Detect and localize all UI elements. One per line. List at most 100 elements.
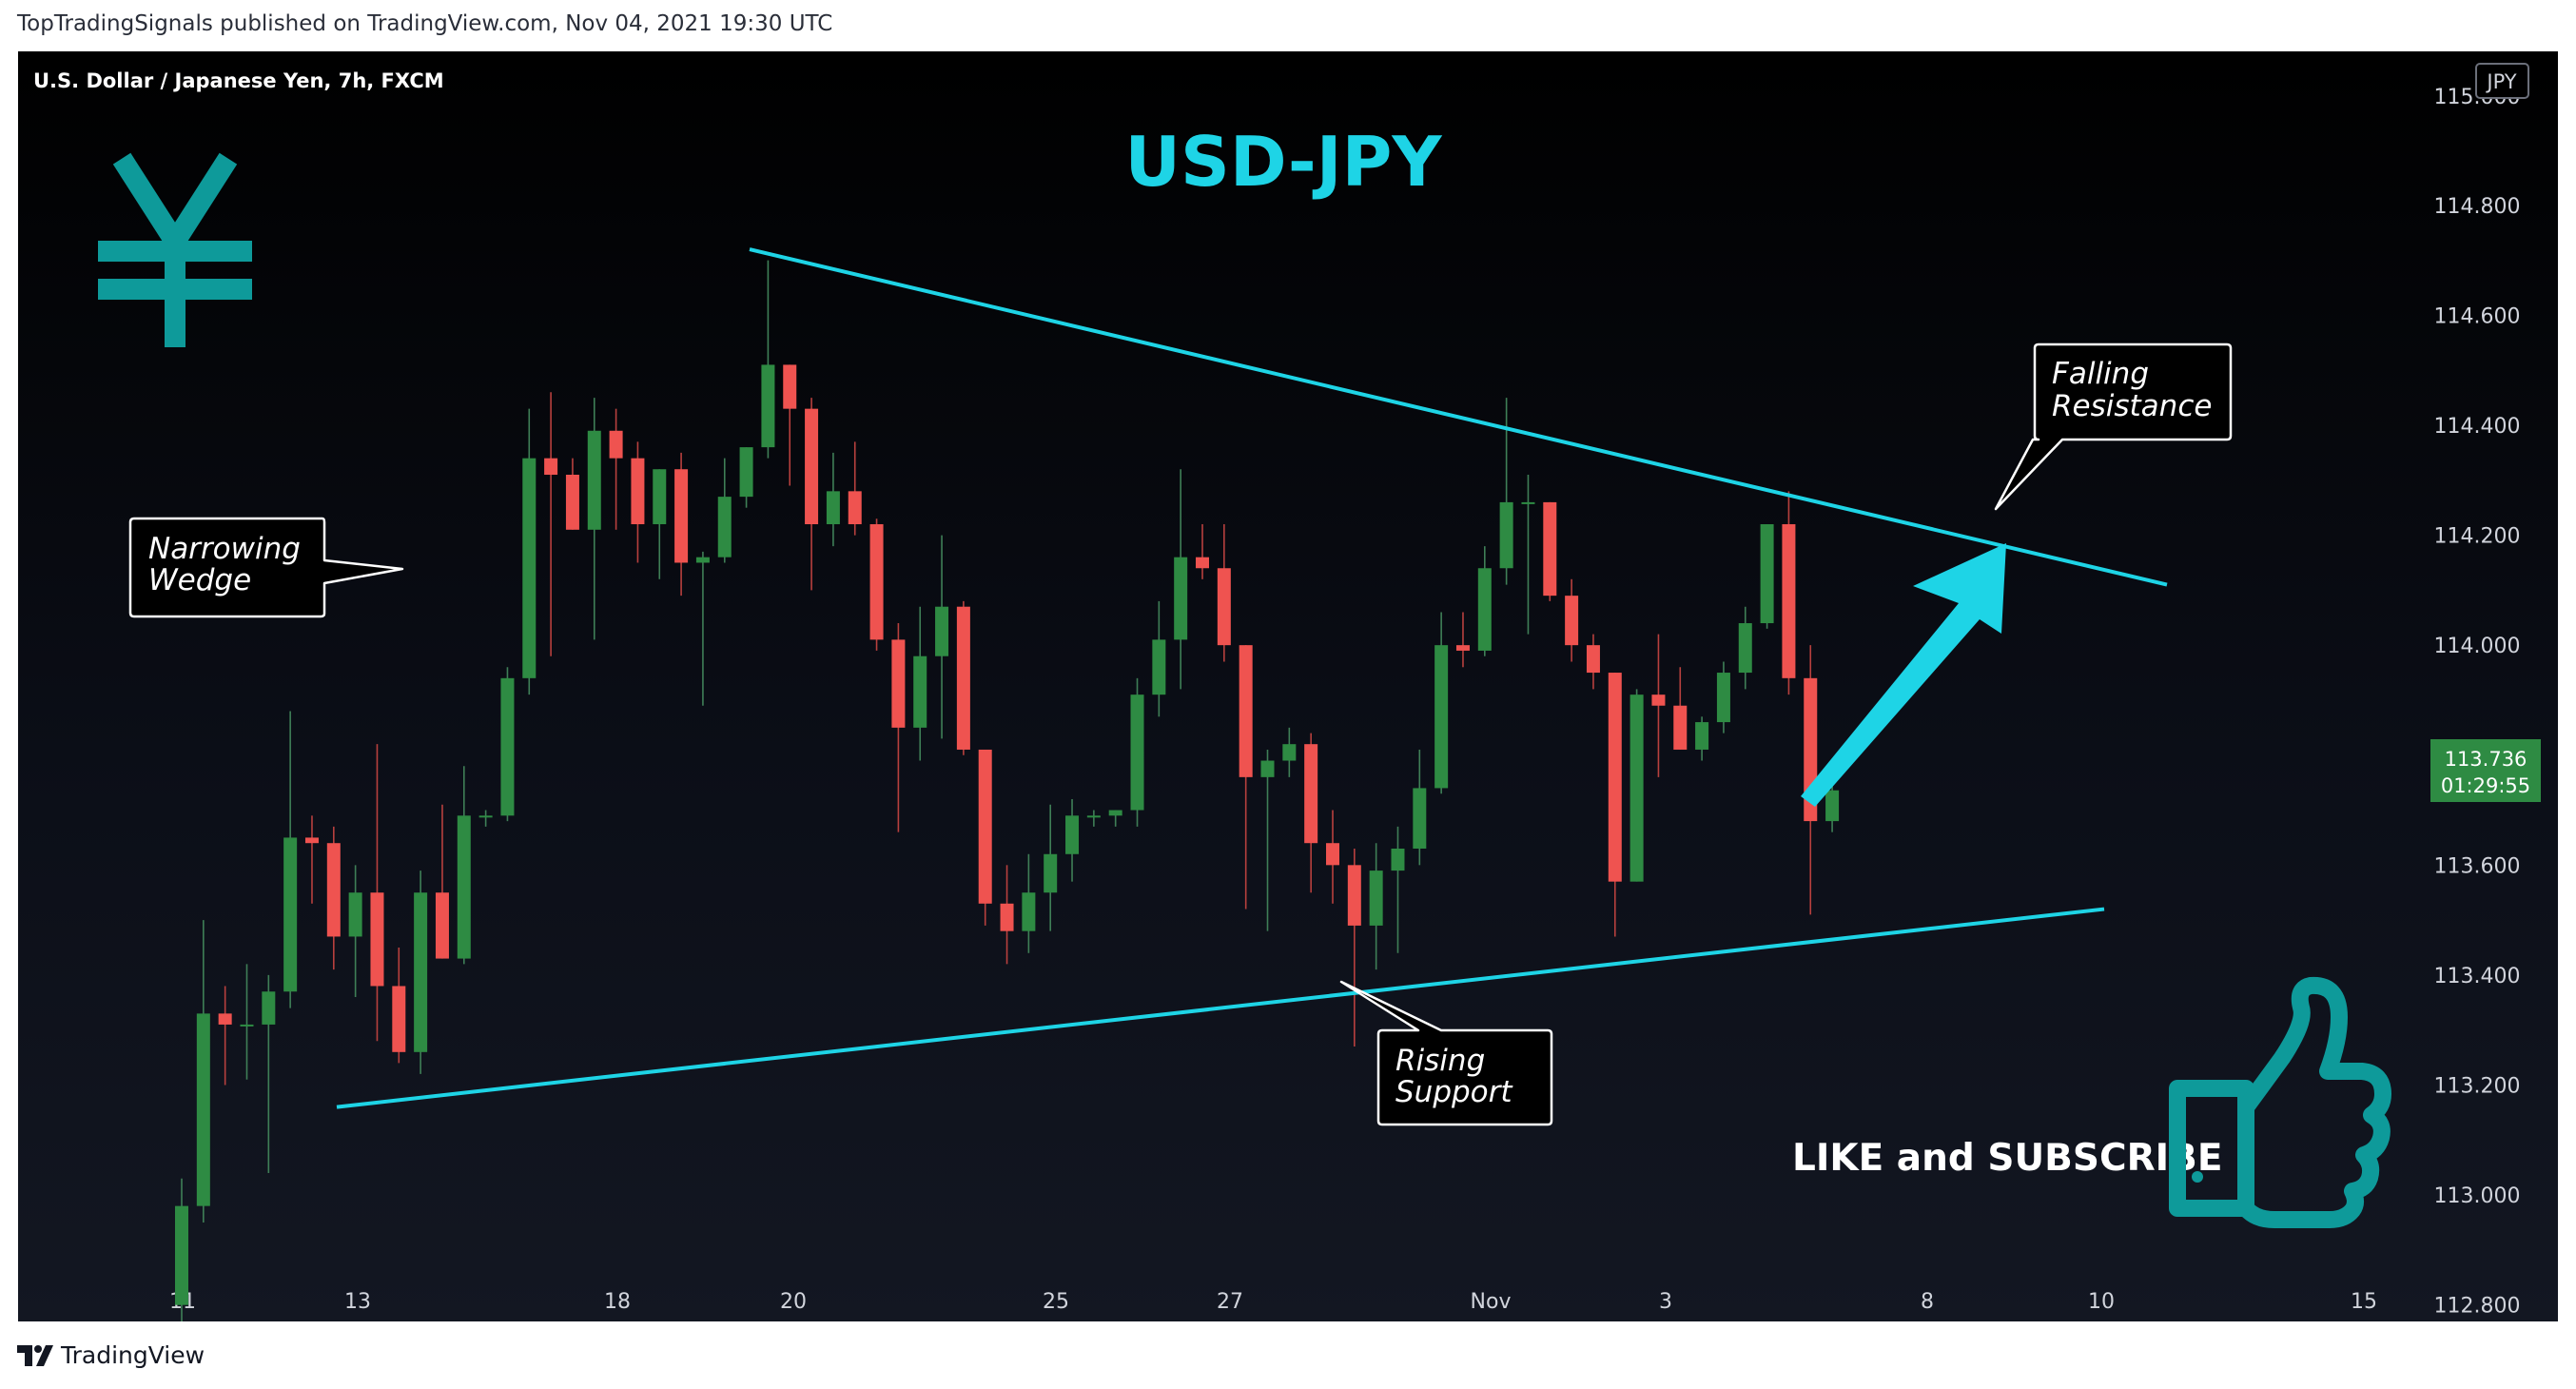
- candle-body: [1608, 673, 1622, 882]
- y-tick-label: 114.000: [2434, 635, 2521, 658]
- candle-body: [935, 606, 949, 656]
- x-tick-label: 10: [2088, 1290, 2115, 1314]
- thumbs-up-icon-dot: [2192, 1171, 2203, 1183]
- y-tick-label: 114.400: [2434, 415, 2521, 439]
- candle-body: [283, 837, 298, 992]
- candle-body: [739, 447, 753, 498]
- publish-header: TopTradingSignals published on TradingVi…: [17, 11, 833, 36]
- candle-body: [913, 655, 927, 728]
- candle-body: [1022, 892, 1036, 931]
- candle-body: [522, 458, 537, 678]
- candle-body: [218, 1013, 232, 1025]
- falling-resistance-callout[interactable]: Falling Resistance: [1994, 342, 2233, 511]
- candle-body: [1455, 645, 1470, 651]
- tradingview-logo[interactable]: TradingView: [17, 1341, 205, 1369]
- last-price-tag: 113.736 01:29:55: [2430, 739, 2541, 802]
- candle-body: [869, 524, 884, 640]
- y-tick-label: 113.000: [2434, 1184, 2521, 1208]
- chart-panel[interactable]: U.S. Dollar / Japanese Yen, 7h, FXCM USD…: [18, 51, 2558, 1321]
- candle-body: [1347, 865, 1361, 926]
- x-tick-label: 8: [1921, 1290, 1934, 1314]
- breakout-arrow-icon: [1801, 543, 2006, 807]
- thumbs-up-icon[interactable]: [2169, 976, 2391, 1228]
- candle-body: [1738, 623, 1752, 674]
- y-tick-label: 114.200: [2434, 525, 2521, 549]
- candle-body: [1217, 568, 1231, 646]
- candle-body: [891, 639, 906, 728]
- falling-resistance-line[interactable]: [749, 247, 2168, 587]
- narrowing-wedge-callout[interactable]: Narrowing Wedge: [128, 517, 404, 618]
- callout-line1: Narrowing: [148, 532, 301, 566]
- x-tick-label: 15: [2351, 1290, 2377, 1314]
- like-subscribe-text: LIKE and SUBSCRIBE: [1792, 1137, 2222, 1180]
- candle-body: [1651, 694, 1666, 706]
- candle-body: [1673, 705, 1688, 750]
- candle-body: [826, 491, 840, 525]
- last-price: 113.736: [2445, 748, 2527, 771]
- time-axis[interactable]: 111318202527Nov381015: [169, 1290, 2377, 1314]
- candle-body: [1065, 815, 1080, 854]
- candle-body: [1825, 790, 1840, 822]
- y-tick-label: 113.200: [2434, 1074, 2521, 1098]
- candle-body: [1565, 596, 1579, 646]
- candles-layer: [175, 260, 1840, 1321]
- candle-body: [848, 491, 862, 525]
- tradingview-logo-icon: [17, 1344, 53, 1366]
- currency-tag: JPY: [2475, 63, 2529, 99]
- candle-body: [1521, 501, 1535, 504]
- candle-body: [1543, 501, 1557, 597]
- candle-body: [1434, 645, 1449, 789]
- candle-body: [1630, 694, 1644, 882]
- symbol-label: U.S. Dollar / Japanese Yen, 7h, FXCM: [33, 69, 444, 92]
- candle-body: [457, 815, 471, 959]
- candle-body: [631, 458, 645, 525]
- candle-body: [1391, 848, 1405, 871]
- candle-body: [262, 991, 276, 1025]
- candle-body: [1782, 524, 1796, 678]
- candle-body: [1716, 673, 1730, 723]
- candle-body: [1239, 645, 1253, 777]
- y-tick-label: 112.800: [2434, 1295, 2521, 1319]
- candle-body: [587, 430, 601, 530]
- x-tick-label: 27: [1217, 1290, 1243, 1314]
- candle-body: [1260, 760, 1275, 777]
- candle-body: [695, 557, 710, 563]
- candle-body: [1477, 568, 1492, 651]
- candle-body: [1282, 744, 1297, 761]
- candle-body: [653, 469, 667, 525]
- x-tick-label: 18: [604, 1290, 631, 1314]
- candle-body: [805, 408, 819, 525]
- x-tick-label: 3: [1659, 1290, 1672, 1314]
- candle-body: [175, 1205, 188, 1305]
- candle-body: [1695, 722, 1709, 750]
- candle-body: [761, 364, 775, 448]
- candle-body: [304, 837, 319, 844]
- candle-body: [435, 892, 449, 959]
- candle-body: [783, 364, 797, 409]
- candle-body: [544, 458, 558, 475]
- candle-body: [348, 892, 362, 937]
- callout-line2: Resistance: [2052, 389, 2212, 423]
- candle-body: [1108, 810, 1122, 816]
- rising-support-line[interactable]: [336, 907, 2105, 1109]
- candle-body: [392, 986, 406, 1052]
- candle-body: [1044, 853, 1058, 893]
- candle-body: [326, 843, 341, 937]
- candle-body: [1304, 744, 1318, 844]
- candle-body: [1152, 639, 1166, 695]
- x-tick-label: 20: [780, 1290, 807, 1314]
- y-tick-label: 114.800: [2434, 195, 2521, 219]
- price-axis[interactable]: 115.000 114.800114.600114.400114.200114.…: [2434, 86, 2521, 1319]
- candle-body: [674, 469, 689, 563]
- candle-body: [1369, 871, 1383, 926]
- candle-body: [565, 475, 579, 530]
- candle-body: [1000, 903, 1014, 931]
- y-tick-label: 114.600: [2434, 304, 2521, 328]
- candlestick-chart[interactable]: U.S. Dollar / Japanese Yen, 7h, FXCM USD…: [18, 51, 2558, 1321]
- candle-body: [370, 892, 384, 987]
- rising-support-callout[interactable]: Rising Support: [1339, 980, 1553, 1126]
- candle-body: [956, 606, 970, 750]
- candle-body: [978, 749, 992, 904]
- candle-body: [609, 430, 623, 459]
- callout-line1: Falling: [2052, 357, 2149, 391]
